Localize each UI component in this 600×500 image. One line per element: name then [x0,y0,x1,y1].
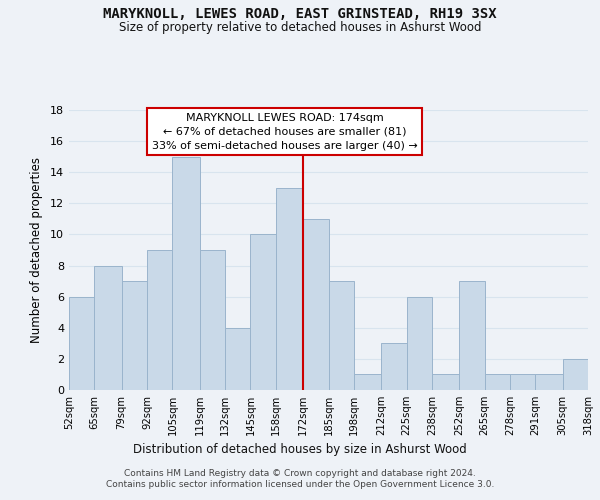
Text: Contains HM Land Registry data © Crown copyright and database right 2024.: Contains HM Land Registry data © Crown c… [124,469,476,478]
Bar [172,156,200,390]
Bar [250,234,276,390]
Text: MARYKNOLL, LEWES ROAD, EAST GRINSTEAD, RH19 3SX: MARYKNOLL, LEWES ROAD, EAST GRINSTEAD, R… [103,8,497,22]
Bar [563,359,588,390]
Bar [381,344,407,390]
Bar [459,281,485,390]
Bar [510,374,535,390]
Text: MARYKNOLL LEWES ROAD: 174sqm
← 67% of detached houses are smaller (81)
33% of se: MARYKNOLL LEWES ROAD: 174sqm ← 67% of de… [152,113,417,151]
Text: Distribution of detached houses by size in Ashurst Wood: Distribution of detached houses by size … [133,442,467,456]
Bar [147,250,172,390]
Bar [225,328,250,390]
Bar [432,374,459,390]
Bar [535,374,563,390]
Bar [329,281,354,390]
Bar [407,296,432,390]
Bar [485,374,510,390]
Bar [354,374,381,390]
Bar [200,250,225,390]
Text: Size of property relative to detached houses in Ashurst Wood: Size of property relative to detached ho… [119,21,481,34]
Bar [122,281,147,390]
Bar [276,188,303,390]
Bar [69,296,94,390]
Y-axis label: Number of detached properties: Number of detached properties [30,157,43,343]
Bar [94,266,122,390]
Bar [303,219,329,390]
Text: Contains public sector information licensed under the Open Government Licence 3.: Contains public sector information licen… [106,480,494,489]
